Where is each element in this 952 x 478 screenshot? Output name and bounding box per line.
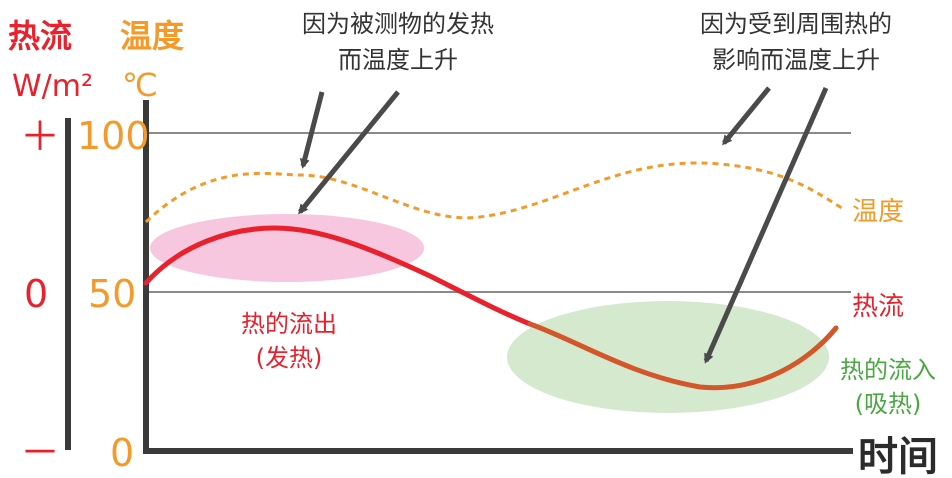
temp-tick-0: 0 [110,431,134,475]
temp-tick-100: 100 [77,114,150,158]
heat-in-region [507,301,829,413]
heat-out-label-line2: (发热) [256,344,323,372]
flux-tick-plus: ＋ [20,114,60,160]
heat-flux-axis-unit: W/m² [12,69,93,104]
heat-in-label-line1: 热的流入 [840,356,936,384]
temperature-series-label: 温度 [852,197,904,227]
heat-flux-series-label: 热流 [852,292,904,322]
heat-in-label-line2: (吸热) [855,390,922,418]
temperature-axis-title: 温度 [120,17,184,55]
heat-out-region [150,214,424,282]
heat-flux-axis-title: 热流 [8,17,72,55]
annotation-self-heating-line2: 而温度上升 [338,46,458,74]
annotation-self-heating-line1: 因为被测物的发热 [302,10,494,38]
flux-tick-zero: 0 [24,272,48,316]
heat-out-label-line1: 热的流出 [241,310,337,338]
arrow-self-heating-temp [299,91,325,169]
heat-flux-curve-in [527,321,839,391]
flux-tick-minus: － [20,430,60,476]
arrow-self-heating-flux [298,90,400,215]
temp-tick-50: 50 [88,272,136,316]
x-axis-label: 时间 [858,434,938,478]
temperature-curve [144,161,846,224]
arrow-ambient-flux [703,86,829,364]
temperature-axis-unit: ℃ [122,66,158,104]
arrow-ambient-temp [722,86,771,146]
heat-flux-curve-out [143,225,533,327]
annotation-ambient-line2: 影响而温度上升 [712,46,880,74]
annotation-ambient-line1: 因为受到周围热的 [700,10,892,38]
